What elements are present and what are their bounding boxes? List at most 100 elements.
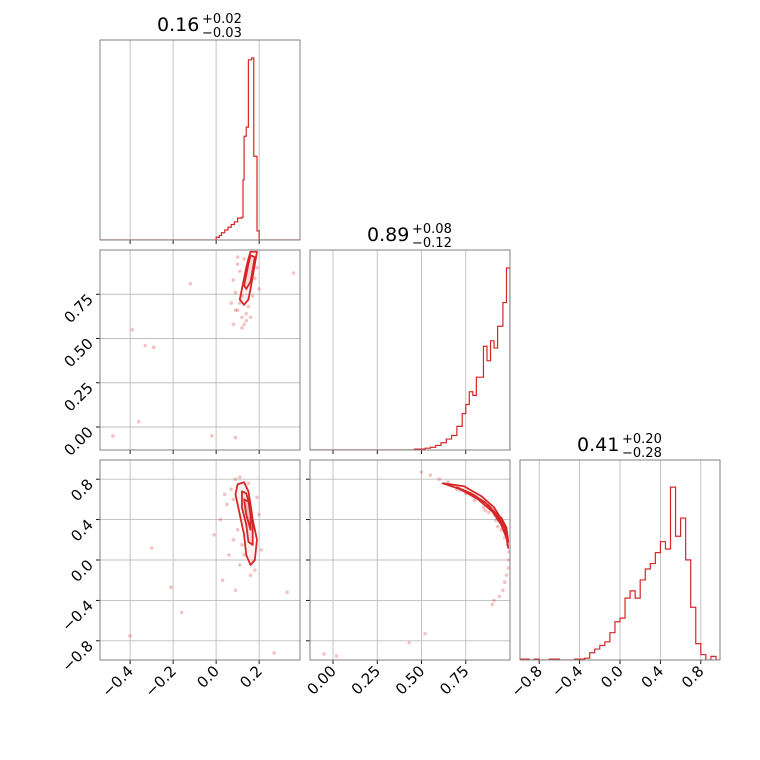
scatter-point <box>507 550 510 554</box>
scatter-point <box>506 566 510 570</box>
scatter-point <box>240 543 244 547</box>
tick-label-y-2-1: −0.4 <box>58 597 96 635</box>
tick-label-x-0-1: −0.2 <box>141 662 179 700</box>
param-0-minus: −0.03 <box>202 26 242 41</box>
param-1-median: 0.89 <box>367 224 409 246</box>
param-1-plus: +0.08 <box>412 222 452 237</box>
panel-1-1 <box>332 250 467 454</box>
scatter-point <box>250 294 255 298</box>
scatter-point <box>225 502 229 507</box>
tick-label-y-1-2: 0.50 <box>60 335 96 371</box>
scatter-point <box>407 641 411 645</box>
tick-label-x-2-4: 0.8 <box>678 662 708 692</box>
scatter-point <box>218 517 223 522</box>
scatter-point <box>188 281 193 286</box>
scatter-point <box>212 532 216 537</box>
scatter-point <box>111 434 115 438</box>
scatter-point <box>423 631 427 636</box>
panel-2-2 <box>538 460 702 664</box>
panel-hist-1: 0.89 +0.08 −0.12 <box>367 222 452 251</box>
scatter-point <box>428 473 433 477</box>
scatter-point <box>220 578 225 583</box>
tick-label-y-1-0: 0.00 <box>60 423 96 459</box>
scatter-point <box>472 498 477 503</box>
tick-label-x-0-2: 0.0 <box>193 662 223 692</box>
tick-label-x-2-1: −0.4 <box>548 662 586 700</box>
scatter-point <box>483 508 488 513</box>
tick-label-x-2-3: 0.4 <box>638 662 668 692</box>
hist-step-1 <box>310 267 510 450</box>
scatter-point <box>240 315 244 320</box>
param-0-plus: +0.02 <box>202 12 242 27</box>
tick-label-x-2-0: −0.8 <box>508 662 546 700</box>
scatter-point <box>222 492 227 497</box>
tick-label-y-2-3: 0.4 <box>67 516 97 546</box>
panel-0-0 <box>129 40 260 244</box>
panel-hist-2: 0.41 +0.20 −0.28 <box>577 432 662 461</box>
scatter-point <box>242 322 246 327</box>
scatter-point <box>492 598 496 603</box>
scatter-point <box>242 553 246 557</box>
scatter-point <box>229 301 233 305</box>
scatter-point <box>235 262 240 266</box>
scatter-point <box>240 326 244 330</box>
hist-step-2 <box>520 486 720 660</box>
frame-0-0 <box>99 39 301 241</box>
scatter-point <box>255 265 259 270</box>
tick-label-x-2-2: 0.0 <box>597 662 627 692</box>
hist-1 <box>310 267 510 450</box>
scatter-point <box>253 276 257 281</box>
frame-2-1 <box>309 459 511 661</box>
hist-step-0 <box>100 57 300 240</box>
scatter-point <box>231 537 236 542</box>
scatter-point <box>257 287 261 291</box>
scatter-point <box>501 588 505 593</box>
param-2-median: 0.41 <box>577 434 619 456</box>
scatter-point <box>233 477 238 481</box>
scatter-point <box>136 419 141 424</box>
tick-label-x-1-1: 0.25 <box>348 662 384 698</box>
tick-label-x-1-2: 0.50 <box>392 662 428 698</box>
contour-level-2 <box>243 498 252 531</box>
scatter-point <box>149 546 154 550</box>
param-2-minus: −0.28 <box>622 446 662 461</box>
scatter-point <box>285 590 289 595</box>
scatter-point <box>419 470 424 474</box>
scatter-point <box>169 585 173 590</box>
pair-1-2 <box>322 470 510 658</box>
tick-label-y-2-4: 0.8 <box>67 475 97 505</box>
scatter-point <box>233 588 238 593</box>
scatter-point <box>179 610 184 615</box>
frame-1-0 <box>99 249 301 451</box>
scatter-point <box>242 257 246 261</box>
param-0-median: 0.16 <box>157 14 199 36</box>
panel-hist-0: 0.16 +0.02 −0.03 <box>157 12 242 41</box>
contour-level-2 <box>494 514 510 543</box>
scatter-point <box>253 568 257 572</box>
scatter-point <box>235 527 240 532</box>
scatter-point <box>490 602 495 607</box>
scatter-point <box>291 271 296 275</box>
scatter-point <box>259 548 264 552</box>
tick-label-y-2-2: 0.0 <box>67 556 97 586</box>
param-1-minus: −0.12 <box>412 236 452 251</box>
pair-0-2 <box>128 475 289 655</box>
scatter-point <box>486 510 491 515</box>
scatter-point <box>504 573 509 577</box>
tick-label-x-0-0: −0.4 <box>98 662 136 700</box>
scatter-point <box>237 269 242 274</box>
scatter-point <box>244 311 249 316</box>
scatter-point <box>231 497 236 502</box>
scatter-point <box>248 315 253 320</box>
scatter-point <box>233 308 238 312</box>
scatter-point <box>235 255 240 259</box>
scatter-point <box>437 477 442 481</box>
scatter-point <box>237 301 242 305</box>
frame-1-1 <box>309 249 511 451</box>
pair-0-1 <box>111 250 296 440</box>
scatter-point <box>130 327 135 332</box>
hist-0 <box>100 57 300 240</box>
scatter-point <box>233 290 238 295</box>
scatter-point <box>231 322 236 327</box>
scatter-point <box>246 481 251 486</box>
